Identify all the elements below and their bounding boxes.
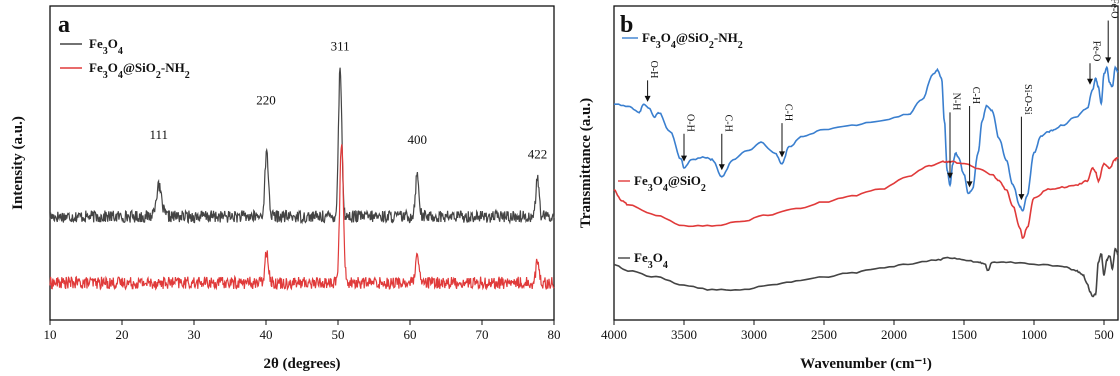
x-tick-label: 80 — [548, 327, 561, 342]
panel-b-letter: b — [620, 12, 633, 38]
band-annotation-label: C-H — [783, 104, 794, 121]
band-annotation-arrowhead — [681, 155, 687, 162]
legend-label: Fe3O4@SiO2-NH2 — [89, 60, 190, 81]
x-tick-label: 70 — [476, 327, 489, 342]
panel-b-band-annotations: O-H O-H C-H C-H N-H C-H Si-O-Si Fe-O Fe-O — [644, 0, 1120, 201]
curve-label: Fe3O4 — [634, 250, 668, 271]
band-annotation-arrowhead — [779, 151, 785, 158]
band-annotation-label: O-H — [685, 114, 696, 132]
x-tick-label: 10 — [44, 327, 57, 342]
band-annotation-label: N-H — [951, 93, 962, 111]
x-tick-label: 2500 — [811, 327, 837, 342]
panel-b-plot-frame — [613, 5, 1119, 321]
x-tick-label: 2000 — [881, 327, 907, 342]
x-tick-label: 4000 — [601, 327, 627, 342]
x-tick-label: 3500 — [671, 327, 697, 342]
x-tick-label: 20 — [116, 327, 129, 342]
curve-label: Fe3O4@SiO2-NH2 — [642, 30, 743, 51]
panel-a-peak-labels: 111 220 311 400 422 — [149, 39, 547, 162]
peak-index-label: 111 — [149, 127, 168, 142]
panel-a-legend: Fe3O4 Fe3O4@SiO2-NH2 — [60, 36, 190, 81]
x-tick-label: 30 — [188, 327, 201, 342]
panel-a-letter: a — [58, 12, 70, 38]
panel-a-x-axis: 10 20 30 40 50 60 70 80 — [44, 320, 561, 342]
panel-b-x-axis: 4000 3500 3000 2500 2000 1500 1000 500 — [601, 320, 1114, 342]
x-tick-label: 60 — [404, 327, 417, 342]
x-tick-label: 50 — [332, 327, 345, 342]
xrd-series-line — [49, 67, 555, 225]
panel-a-xrd-chart: a 10 20 30 40 50 60 70 80 111 220 311 400 422 Fe3O4… — [10, 5, 561, 372]
panel-b-series — [613, 65, 1119, 298]
band-annotation-arrowhead — [644, 95, 651, 102]
x-tick-label: 500 — [1094, 327, 1114, 342]
band-annotation-label: C-H — [970, 87, 981, 104]
panel-b-y-axis-title: Transmittance (a.u.) — [578, 98, 594, 228]
band-annotation-label: Fe-O — [1091, 41, 1102, 62]
panel-a-x-axis-title: 2θ (degrees) — [263, 356, 340, 372]
panel-a-series — [49, 67, 555, 291]
panel-b-curve-labels: Fe3O4@SiO2-NH2 Fe3O4@SiO2 Fe3O4 — [618, 30, 743, 271]
x-tick-label: 40 — [260, 327, 273, 342]
ftir-series-line — [613, 156, 1119, 240]
band-annotation-arrowhead — [1018, 194, 1025, 201]
panel-b-ftir-chart: b 4000 3500 3000 2500 2000 1500 1000 500 O-HO-H… — [578, 0, 1120, 372]
x-tick-label: 1000 — [1021, 327, 1047, 342]
peak-index-label: 220 — [256, 93, 276, 108]
panel-a-y-axis-title: Intensity (a.u.) — [10, 116, 26, 210]
panel-b-x-axis-title: Wavenumber (cm⁻¹) — [800, 356, 932, 372]
band-annotation-arrowhead — [1105, 57, 1112, 64]
band-annotation-label: Si-O-Si — [1022, 84, 1033, 115]
xrd-series-line — [49, 144, 555, 291]
x-tick-label: 3000 — [741, 327, 767, 342]
band-annotation-label: Fe-O — [1109, 0, 1120, 19]
peak-index-label: 422 — [528, 147, 548, 162]
x-tick-label: 1500 — [951, 327, 977, 342]
band-annotation-arrowhead — [1087, 78, 1093, 85]
legend-label: Fe3O4 — [89, 36, 123, 57]
band-annotation-arrowhead — [947, 172, 953, 179]
curve-label: Fe3O4@SiO2 — [634, 173, 706, 194]
peak-index-label: 311 — [331, 39, 350, 54]
band-annotation-arrowhead — [966, 181, 973, 188]
band-annotation-label: O-H — [648, 61, 659, 79]
panel-a-plot-frame — [49, 5, 555, 321]
band-annotation-arrowhead — [718, 164, 725, 171]
peak-index-label: 400 — [407, 132, 427, 147]
ftir-series-line — [614, 65, 1119, 212]
band-annotation-label: C-H — [722, 115, 733, 132]
ftir-series-line — [613, 247, 1119, 298]
